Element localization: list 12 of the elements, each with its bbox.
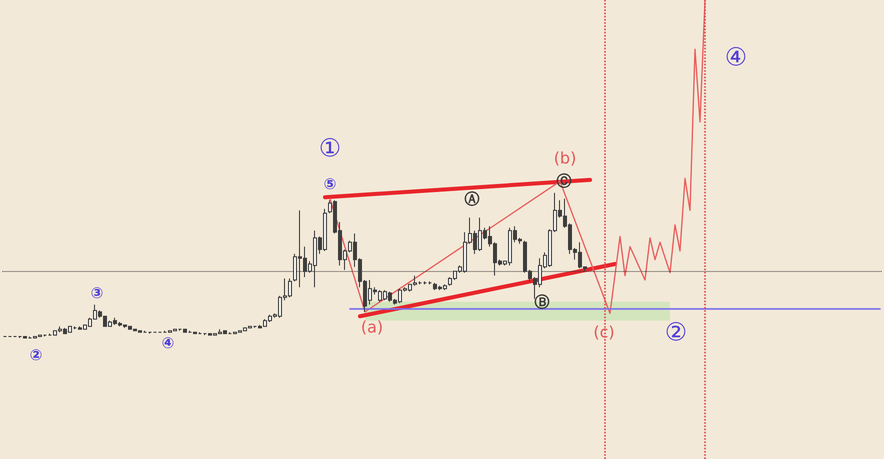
annotation: ④ (162, 334, 174, 352)
annotation: ③ (90, 284, 104, 302)
annotation: ⑤ (324, 175, 336, 193)
text: ① (318, 134, 342, 162)
annotation: (c) (593, 322, 615, 342)
text: ② (30, 346, 42, 364)
text: (b) (554, 148, 576, 168)
annotation: Ⓐ (464, 190, 480, 208)
annotation: (a) (360, 318, 384, 336)
annotation: ② (664, 318, 688, 346)
annotation: Ⓑ (534, 293, 550, 311)
text: ④ (724, 42, 748, 72)
